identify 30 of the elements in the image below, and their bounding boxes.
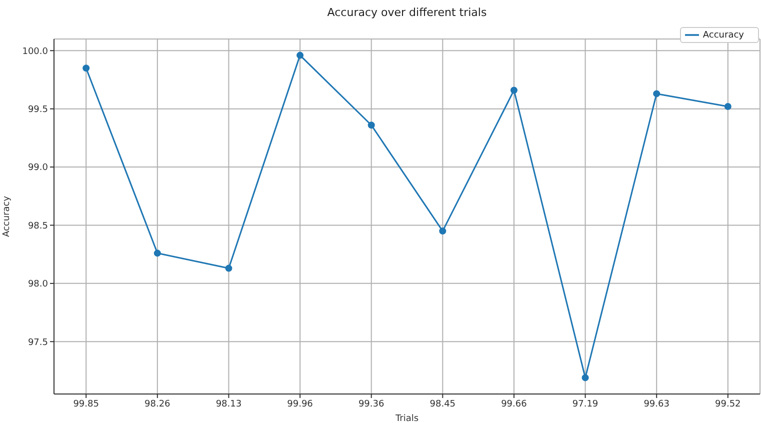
- point: [653, 90, 660, 98]
- x-tick-label: 98.26: [144, 399, 171, 410]
- point: [582, 374, 589, 382]
- y-tick-label: 98.0: [28, 280, 48, 290]
- y-tick-label: 99.5: [28, 105, 48, 116]
- y-tick-label: 99.0: [28, 163, 48, 174]
- point: [82, 64, 90, 72]
- point: [439, 228, 446, 235]
- legend-label: Accuracy: [702, 30, 744, 40]
- point: [510, 86, 518, 94]
- x-tick-label: 99.63: [644, 399, 670, 410]
- point: [724, 103, 732, 110]
- x-tick-label: 99.36: [358, 399, 384, 410]
- y-tick-label: 97.5: [28, 338, 48, 348]
- x-tick-label: 98.13: [216, 399, 242, 410]
- y-tick-label: 98.5: [28, 221, 48, 232]
- y-tick-label: 100.0: [22, 46, 48, 57]
- point: [296, 52, 304, 59]
- x-axis-title: Trials: [394, 414, 419, 423]
- point: [225, 264, 232, 272]
- x-tick-label: 98.45: [430, 399, 456, 410]
- point: [368, 122, 375, 129]
- chart-title: Accuracy over different trials: [326, 6, 488, 19]
- x-tick-label: 99.85: [73, 399, 99, 410]
- y-axis-title: Accuracy: [2, 195, 12, 238]
- x-tick-label: 99.96: [287, 399, 314, 410]
- point: [154, 250, 161, 257]
- x-tick-label: 99.66: [501, 399, 528, 410]
- x-tick-label: 97.19: [572, 399, 598, 410]
- x-tick-label: 99.52: [715, 399, 741, 410]
